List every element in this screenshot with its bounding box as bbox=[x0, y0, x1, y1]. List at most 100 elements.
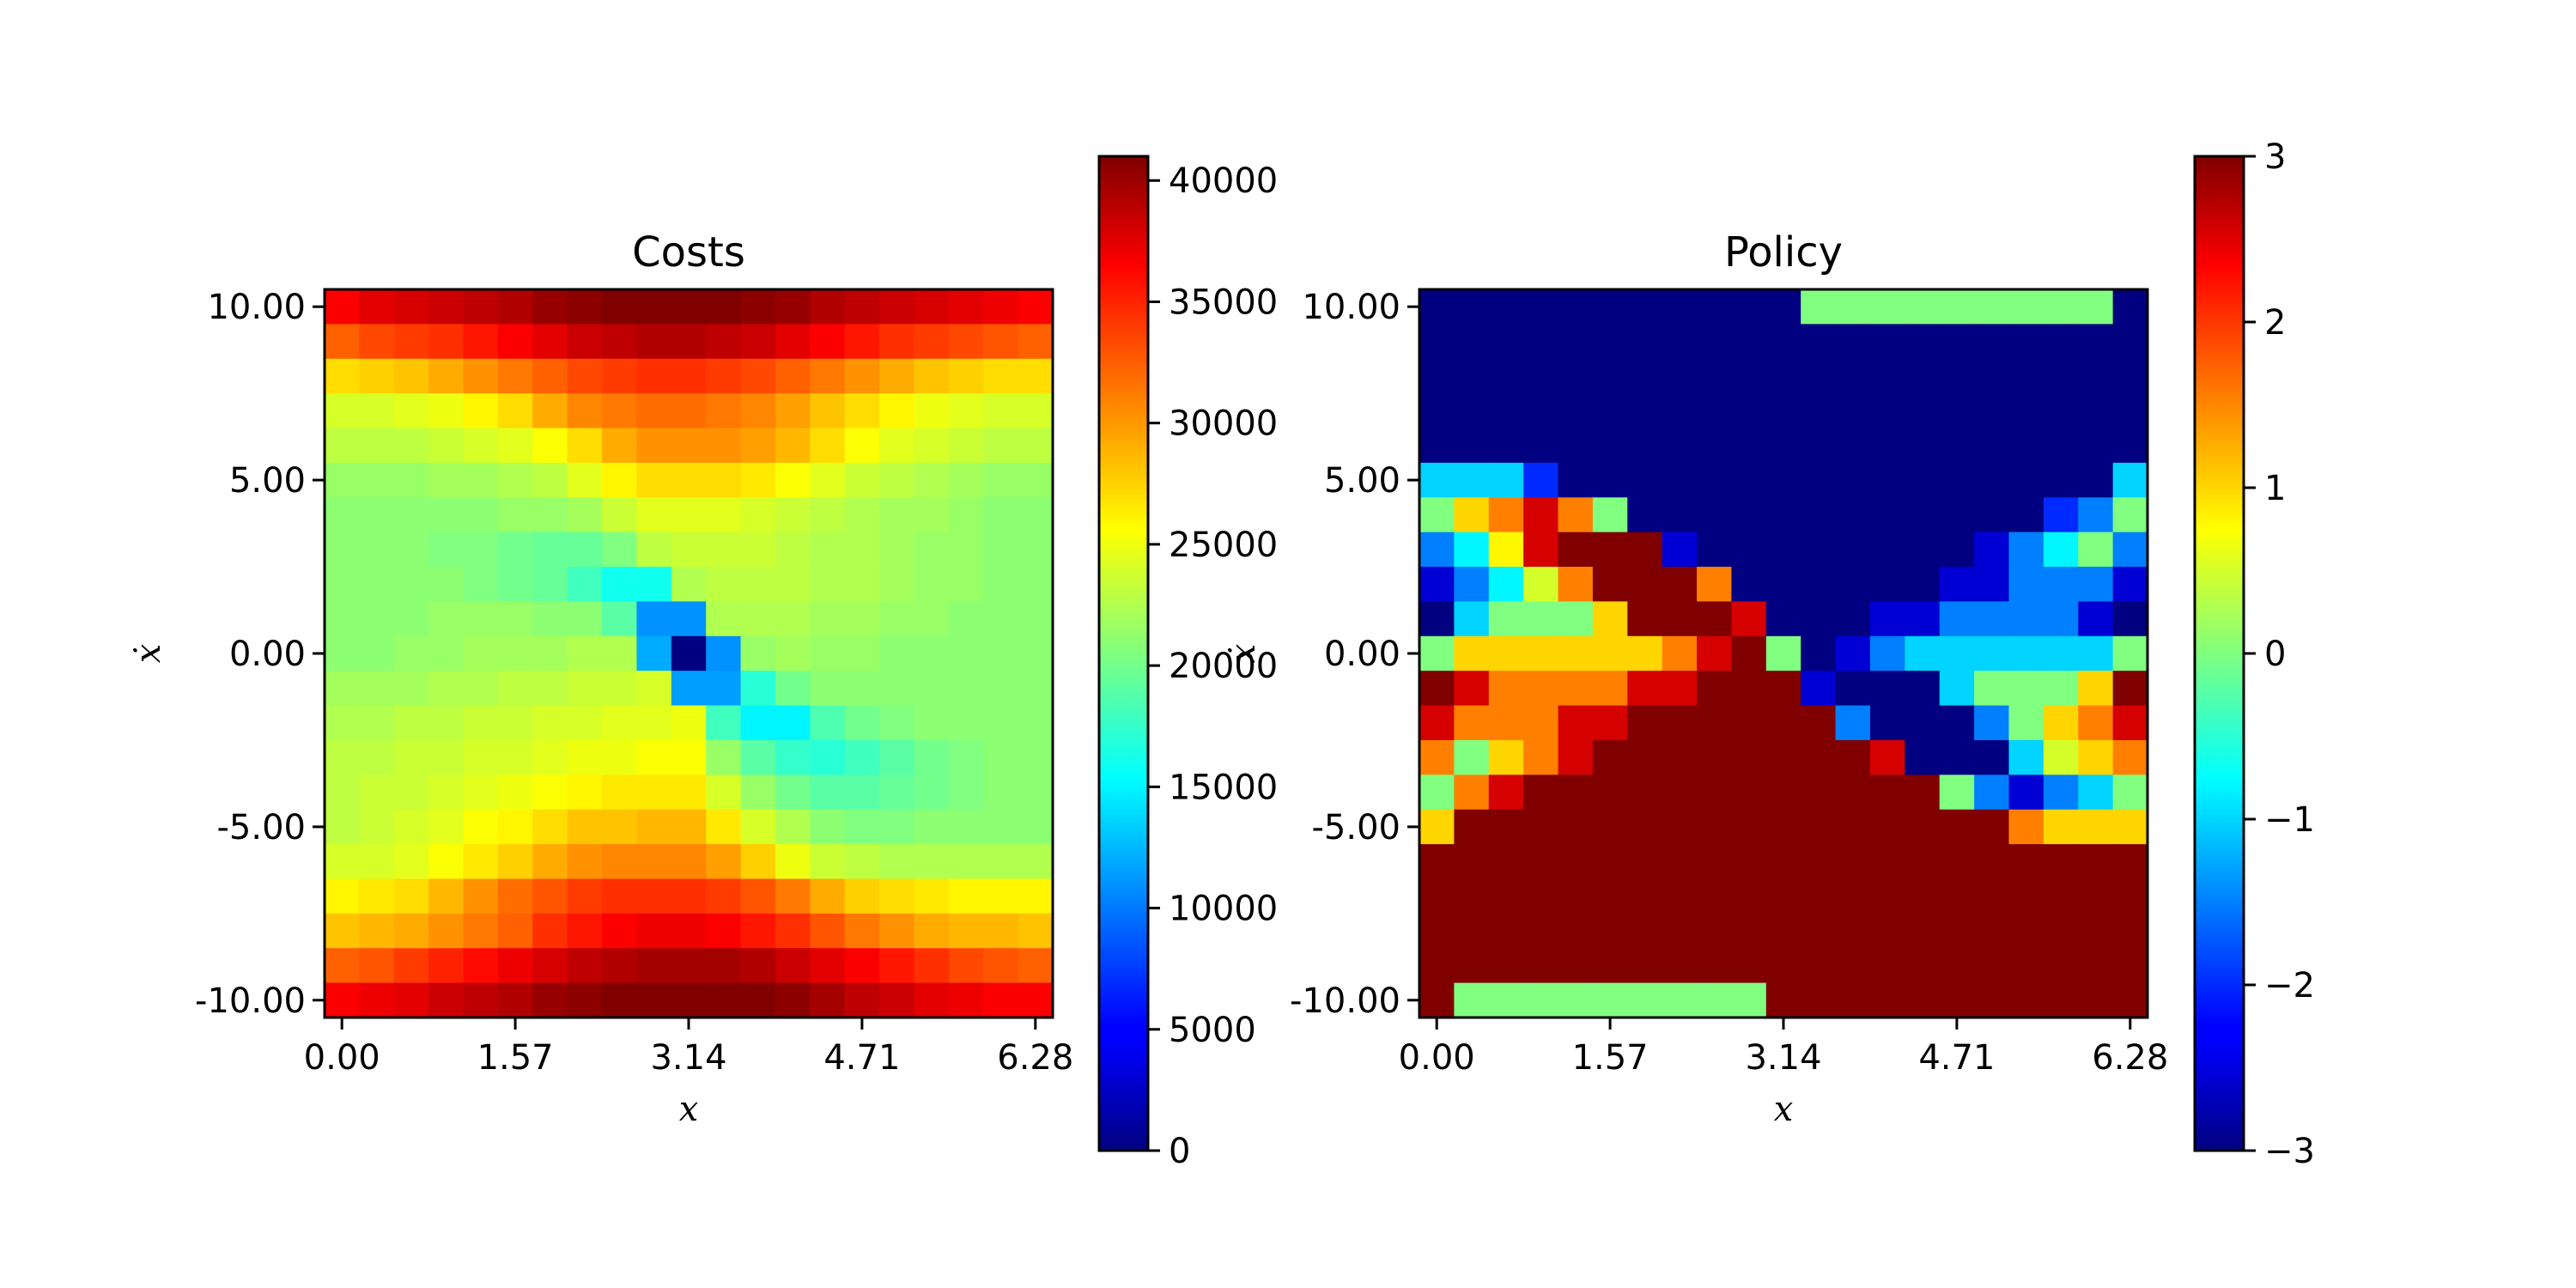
costs-cell bbox=[636, 635, 672, 671]
policy-cell bbox=[1869, 878, 1905, 914]
costs-cell bbox=[914, 948, 950, 984]
policy-cell bbox=[1697, 462, 1733, 498]
costs-cell bbox=[948, 428, 984, 464]
policy-cell bbox=[1835, 635, 1871, 671]
policy-cell bbox=[1835, 567, 1871, 603]
policy-cell bbox=[2008, 462, 2044, 498]
policy-panel: Policy 0.00 1.57 3.14 4.71 6.28 10.005.000.0… bbox=[1224, 137, 2315, 1171]
policy-cell bbox=[1974, 739, 2010, 775]
policy-cell bbox=[1939, 428, 1975, 464]
costs-cell bbox=[636, 982, 672, 1018]
policy-cell bbox=[2078, 393, 2114, 429]
costs-cell bbox=[844, 913, 880, 949]
costs-cell bbox=[636, 428, 672, 464]
policy-cell bbox=[1869, 775, 1905, 811]
policy-cell bbox=[2043, 532, 2079, 568]
costs-cell bbox=[428, 324, 465, 360]
costs-cell bbox=[810, 462, 846, 498]
policy-cell bbox=[1662, 809, 1698, 845]
costs-cell bbox=[567, 324, 603, 360]
policy-cell bbox=[1731, 289, 1767, 325]
policy-cell bbox=[1939, 775, 1975, 811]
policy-cell bbox=[1869, 567, 1905, 603]
costs-cell bbox=[602, 809, 638, 845]
costs-cell bbox=[879, 809, 915, 845]
costs-cell bbox=[706, 324, 742, 360]
policy-y-tick-label: 5.00 bbox=[1324, 461, 1400, 501]
costs-cell bbox=[567, 775, 603, 811]
costs-cell bbox=[532, 844, 568, 880]
policy-cell bbox=[1869, 497, 1905, 533]
costs-cell bbox=[359, 289, 395, 325]
policy-cell bbox=[1939, 497, 1975, 533]
costs-cell bbox=[636, 671, 672, 707]
policy-cell bbox=[1558, 601, 1594, 637]
costs-cell bbox=[671, 393, 707, 429]
costs-cell bbox=[914, 289, 950, 325]
policy-cell bbox=[2112, 982, 2148, 1018]
costs-cell bbox=[567, 462, 603, 498]
costs-cell bbox=[393, 775, 429, 811]
costs-cell bbox=[879, 705, 915, 741]
policy-cell bbox=[1801, 428, 1837, 464]
costs-cell bbox=[463, 948, 499, 984]
policy-cell bbox=[1558, 982, 1594, 1018]
costs-cell bbox=[325, 982, 360, 1018]
policy-cell bbox=[1939, 878, 1975, 914]
policy-cell bbox=[1835, 878, 1871, 914]
policy-cell bbox=[1974, 393, 2010, 429]
policy-cell bbox=[1419, 809, 1455, 845]
policy-cell bbox=[1592, 532, 1628, 568]
costs-cell bbox=[463, 324, 499, 360]
policy-cell bbox=[2008, 532, 2044, 568]
policy-colorbar-tick-label: −1 bbox=[2264, 800, 2315, 840]
policy-cell bbox=[1488, 289, 1524, 325]
policy-cell bbox=[1454, 982, 1490, 1018]
costs-cell bbox=[532, 393, 568, 429]
costs-x-tick-label: 1.57 bbox=[477, 1038, 554, 1078]
policy-cell bbox=[1662, 671, 1698, 707]
costs-cell bbox=[775, 809, 811, 845]
policy-cell bbox=[1765, 671, 1801, 707]
policy-cell bbox=[1592, 567, 1628, 603]
costs-cell bbox=[497, 324, 533, 360]
policy-cell bbox=[1801, 982, 1837, 1018]
policy-cell bbox=[1662, 705, 1698, 741]
costs-cell bbox=[879, 671, 915, 707]
costs-cell bbox=[983, 289, 1019, 325]
costs-cell bbox=[359, 358, 395, 394]
policy-cell bbox=[1869, 739, 1905, 775]
costs-cell bbox=[393, 739, 429, 775]
costs-cell bbox=[532, 289, 568, 325]
policy-cell bbox=[2008, 601, 2044, 637]
costs-cell bbox=[948, 324, 984, 360]
costs-cell bbox=[497, 289, 533, 325]
policy-cell bbox=[1627, 393, 1663, 429]
policy-cell bbox=[1765, 913, 1801, 949]
policy-cell bbox=[1974, 532, 2010, 568]
costs-cell bbox=[983, 913, 1019, 949]
costs-cell bbox=[325, 428, 360, 464]
costs-cell bbox=[602, 393, 638, 429]
policy-cell bbox=[1558, 497, 1594, 533]
costs-cell bbox=[879, 878, 915, 914]
costs-cell bbox=[567, 982, 603, 1018]
policy-cell bbox=[1905, 948, 1941, 984]
costs-cell bbox=[325, 567, 360, 603]
costs-x-label: x bbox=[679, 1090, 699, 1129]
policy-heatmap bbox=[1419, 289, 2148, 1018]
costs-cell bbox=[636, 358, 672, 394]
policy-cell bbox=[1835, 809, 1871, 845]
costs-cell bbox=[706, 428, 742, 464]
costs-cell bbox=[359, 739, 395, 775]
policy-cell bbox=[1974, 289, 2010, 325]
policy-cell bbox=[1974, 601, 2010, 637]
costs-cell bbox=[602, 324, 638, 360]
policy-cell bbox=[1419, 739, 1455, 775]
policy-cell bbox=[1627, 358, 1663, 394]
costs-cell bbox=[532, 878, 568, 914]
policy-cell bbox=[1523, 809, 1559, 845]
policy-cell bbox=[1974, 982, 2010, 1018]
policy-x-tick-label: 3.14 bbox=[1745, 1038, 1821, 1078]
policy-cell bbox=[1765, 497, 1801, 533]
